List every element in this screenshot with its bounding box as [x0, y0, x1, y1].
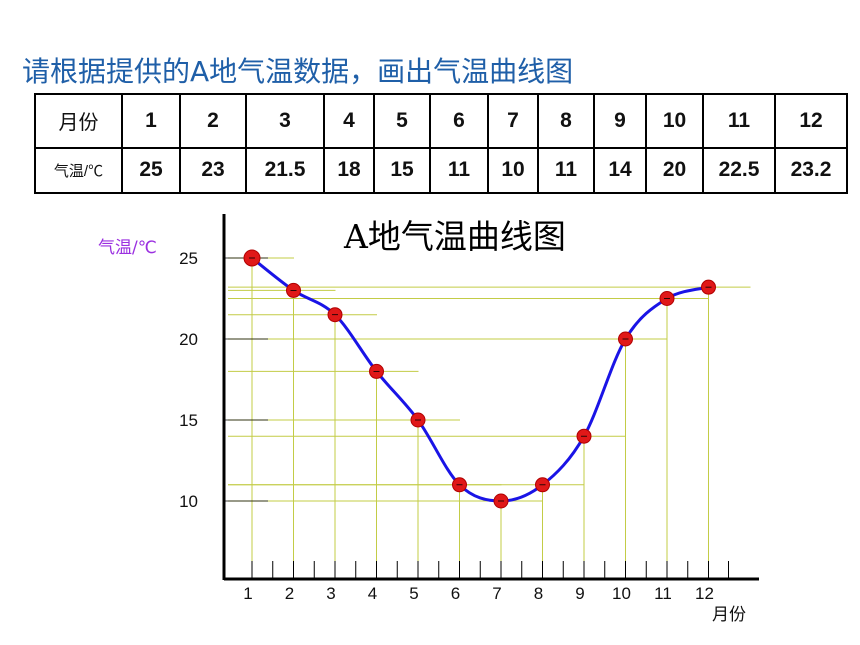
- month-cell: 9: [593, 93, 647, 149]
- month-cell: 10: [645, 93, 704, 149]
- table-row-months: 月份 1 2 3 4 5 6 7 8 9 10 11 12: [34, 93, 848, 149]
- month-cell: 5: [373, 93, 431, 149]
- month-cell: 12: [774, 93, 848, 149]
- y-axis-label: 气温/℃: [98, 238, 157, 258]
- row-label-month: 月份: [34, 93, 123, 149]
- month-cell: 11: [702, 93, 776, 149]
- x-tick-label: 3: [326, 584, 335, 603]
- temp-cell: 20: [645, 146, 704, 195]
- y-tick-label: 20: [179, 330, 198, 349]
- x-tick-label: 11: [654, 584, 672, 603]
- x-tick-label: 8: [534, 584, 543, 603]
- x-tick-label: 7: [492, 584, 501, 603]
- month-cell: 7: [487, 93, 539, 149]
- x-tick-label: 2: [285, 584, 294, 603]
- temp-cell: 18: [323, 146, 375, 195]
- x-tick-label: 10: [612, 584, 631, 603]
- chart-title: A地气温曲线图: [343, 217, 566, 256]
- temp-cell: 11: [429, 146, 489, 195]
- row-label-temperature: 气温/℃: [34, 146, 123, 195]
- y-tick-label: 10: [179, 492, 198, 511]
- x-axis-label: 月份: [712, 605, 746, 625]
- x-tick-label: 12: [695, 584, 714, 603]
- temp-cell: 22.5: [702, 146, 776, 195]
- temp-cell: 14: [593, 146, 647, 195]
- month-cell: 1: [121, 93, 181, 149]
- temp-cell: 11: [537, 146, 595, 195]
- temp-cell: 23: [179, 146, 247, 195]
- temp-cell: 21.5: [245, 146, 325, 195]
- temp-cell: 10: [487, 146, 539, 195]
- y-tick-label: 15: [179, 411, 198, 430]
- temp-cell: 25: [121, 146, 181, 195]
- x-tick-label: 6: [451, 584, 460, 603]
- table-row-temps: 气温/℃ 25 23 21.5 18 15 11 10 11 14 20 22.…: [34, 146, 848, 195]
- x-tick-label: 9: [575, 584, 584, 603]
- month-cell: 2: [179, 93, 247, 149]
- temperature-series-line: [251, 256, 709, 503]
- y-tick-label: 25: [179, 249, 198, 268]
- x-tick-label: 4: [368, 584, 377, 603]
- page-heading: 请根据提供的A地气温数据，画出气温曲线图: [22, 55, 574, 88]
- x-tick-label: 1: [243, 584, 252, 603]
- temp-cell: 23.2: [774, 146, 848, 195]
- month-cell: 8: [537, 93, 595, 149]
- month-cell: 3: [245, 93, 325, 149]
- month-cell: 4: [323, 93, 375, 149]
- temperature-data-table: 月份 1 2 3 4 5 6 7 8 9 10 11 12 气温/℃ 25 23…: [34, 93, 848, 195]
- month-cell: 6: [429, 93, 489, 149]
- x-tick-label: 5: [409, 584, 418, 603]
- temp-cell: 15: [373, 146, 431, 195]
